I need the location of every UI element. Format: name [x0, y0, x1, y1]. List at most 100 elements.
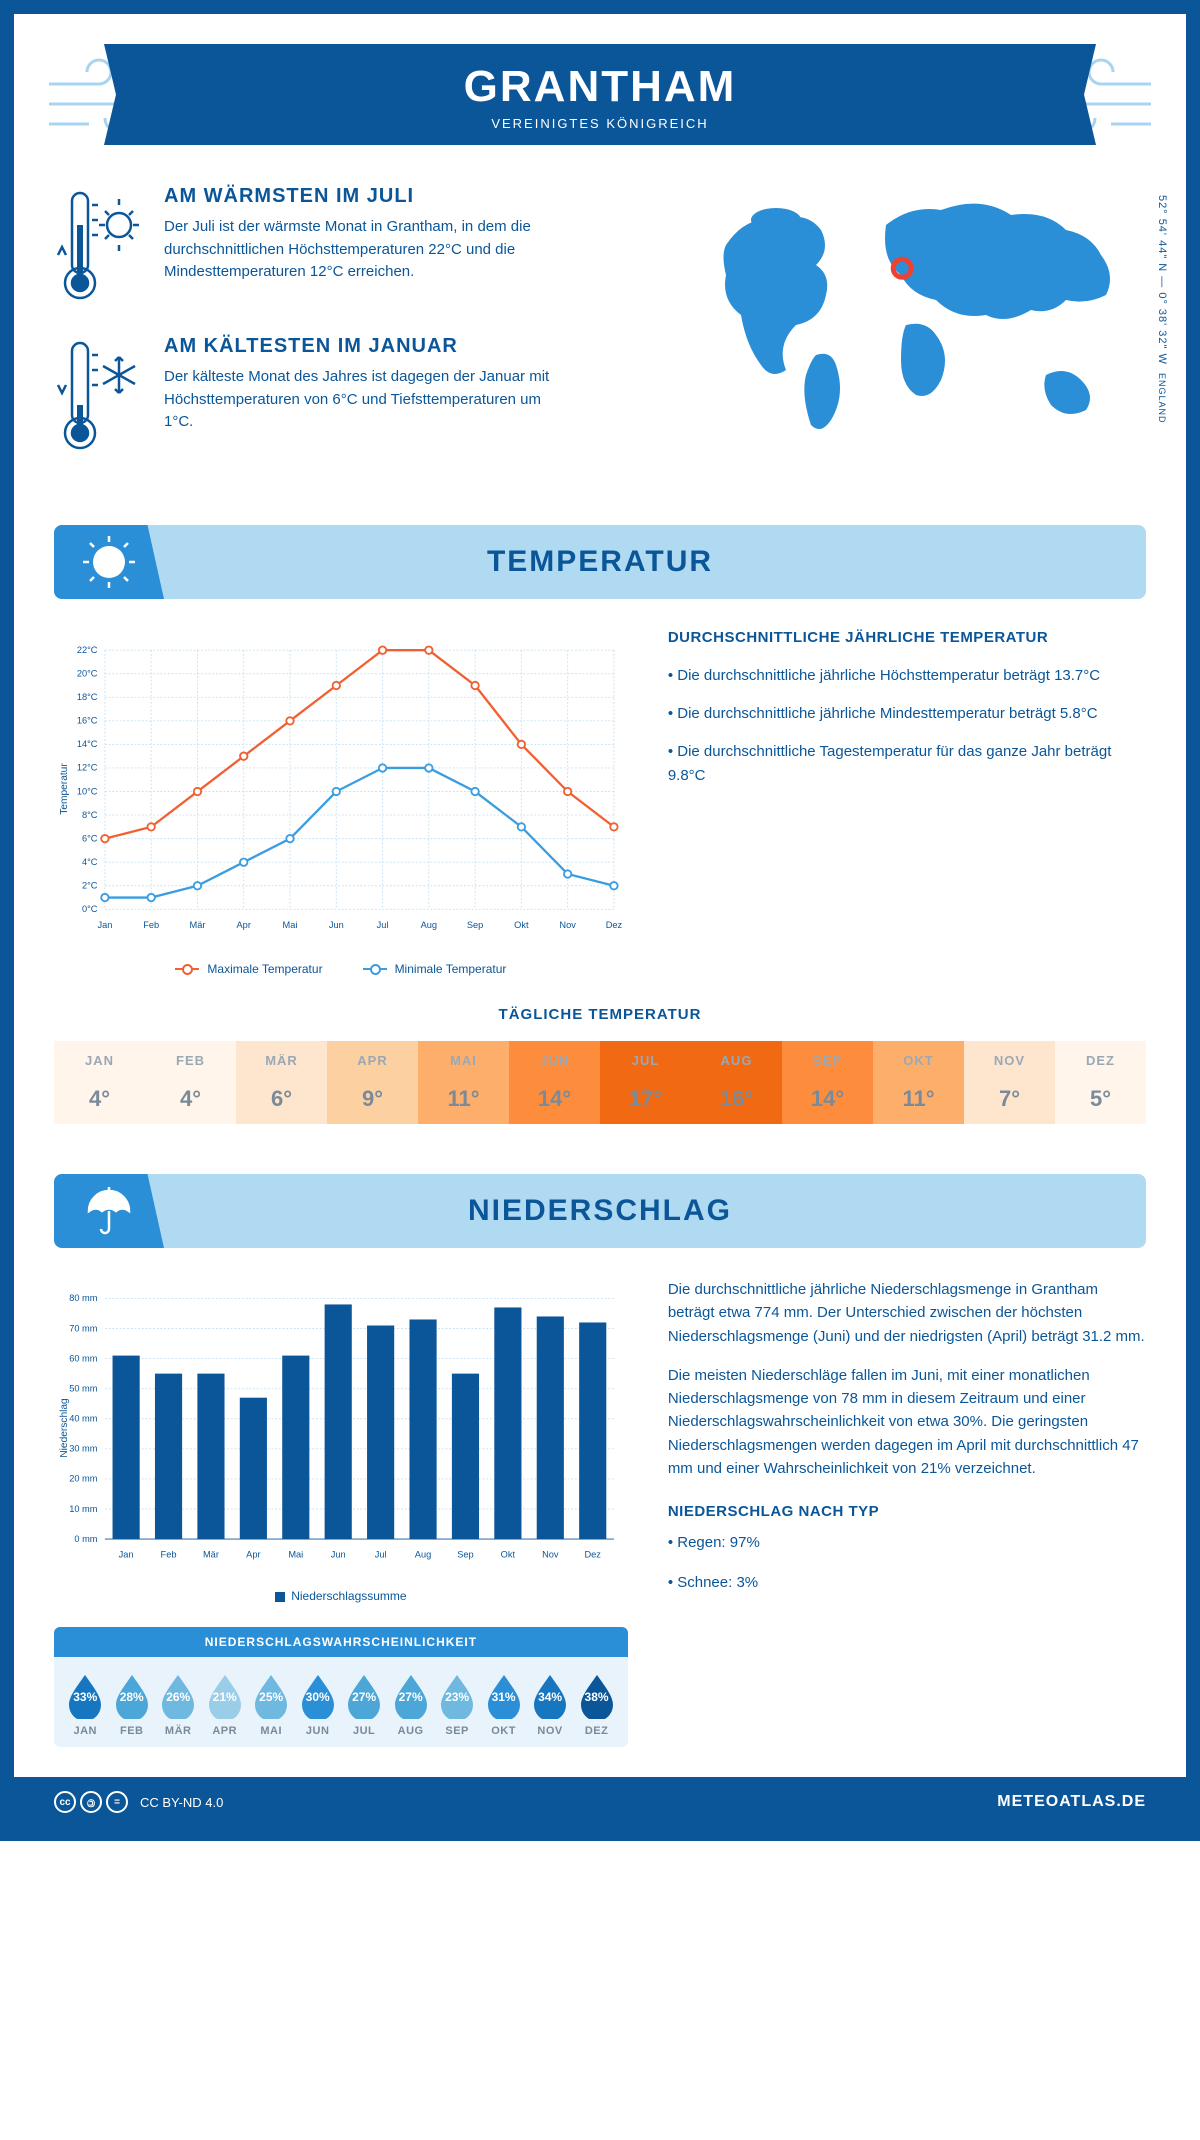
daily-temp-cell: JUN14° [509, 1041, 600, 1124]
precip-text: Die durchschnittliche jährliche Niedersc… [668, 1278, 1146, 1747]
coldest-title: AM KÄLTESTEN IM JANUAR [164, 335, 564, 358]
prob-cell: 30%JUN [294, 1671, 340, 1737]
svg-text:Mär: Mär [189, 920, 205, 930]
prob-cell: 34%NOV [527, 1671, 573, 1737]
city-name: GRANTHAM [134, 62, 1066, 112]
prob-cell: 27%JUL [341, 1671, 387, 1737]
svg-text:Dez: Dez [584, 1550, 601, 1560]
header: GRANTHAM VEREINIGTES KÖNIGREICH [54, 44, 1146, 145]
chart-legend: Maximale Temperatur Minimale Temperatur [54, 962, 628, 976]
prob-cell: 21%APR [201, 1671, 247, 1737]
daily-temp-cell: SEP14° [782, 1041, 873, 1124]
daily-temp-cell: MAI11° [418, 1041, 509, 1124]
country-name: VEREINIGTES KÖNIGREICH [134, 116, 1066, 131]
svg-text:Sep: Sep [467, 920, 483, 930]
svg-text:Temperatur: Temperatur [59, 763, 70, 815]
daily-temp-cell: DEZ5° [1055, 1041, 1146, 1124]
svg-text:22°C: 22°C [77, 645, 98, 655]
svg-text:Aug: Aug [415, 1550, 431, 1560]
svg-text:60 mm: 60 mm [69, 1353, 98, 1363]
site-name: METEOATLAS.DE [997, 1793, 1146, 1811]
world-map: 52° 54' 44" N — 0° 38' 32" W ENGLAND [686, 185, 1146, 485]
svg-text:Mai: Mai [288, 1550, 303, 1560]
svg-text:20 mm: 20 mm [69, 1474, 98, 1484]
footer: cc🄯= CC BY-ND 4.0 METEOATLAS.DE [14, 1777, 1186, 1827]
daily-temp-cell: APR9° [327, 1041, 418, 1124]
svg-text:Feb: Feb [161, 1550, 177, 1560]
precip-probability: NIEDERSCHLAGSWAHRSCHEINLICHKEIT 33%JAN28… [54, 1627, 628, 1747]
svg-text:4°C: 4°C [82, 857, 98, 867]
prob-cell: 33%JAN [62, 1671, 108, 1737]
svg-text:Jan: Jan [97, 920, 112, 930]
svg-text:80 mm: 80 mm [69, 1293, 98, 1303]
prob-cell: 38%DEZ [573, 1671, 619, 1737]
daily-temp-cell: NOV7° [964, 1041, 1055, 1124]
svg-text:10 mm: 10 mm [69, 1504, 98, 1514]
daily-temp-title: TÄGLICHE TEMPERATUR [54, 1006, 1146, 1023]
svg-text:Apr: Apr [246, 1550, 260, 1560]
temperature-line-chart: 0°C2°C4°C6°C8°C10°C12°C14°C16°C18°C20°C2… [54, 629, 628, 976]
coldest-block: AM KÄLTESTEN IM JANUAR Der kälteste Mona… [54, 335, 656, 455]
svg-text:Mär: Mär [203, 1550, 219, 1560]
temperature-stats: DURCHSCHNITTLICHE JÄHRLICHE TEMPERATUR •… [668, 629, 1146, 976]
svg-text:Aug: Aug [421, 920, 437, 930]
umbrella-icon [81, 1183, 137, 1239]
svg-text:50 mm: 50 mm [69, 1383, 98, 1393]
precip-title: NIEDERSCHLAG [468, 1194, 732, 1228]
license-text: CC BY-ND 4.0 [140, 1795, 223, 1810]
daily-temp-cell: FEB4° [145, 1041, 236, 1124]
prob-cell: 28%FEB [108, 1671, 154, 1737]
svg-text:Okt: Okt [501, 1550, 516, 1560]
temperature-section-header: TEMPERATUR [54, 525, 1146, 599]
daily-temp-grid: JAN4°FEB4°MÄR6°APR9°MAI11°JUN14°JUL17°AU… [54, 1041, 1146, 1124]
svg-text:Dez: Dez [606, 920, 623, 930]
thermometer-hot-icon [54, 185, 144, 305]
prob-cell: 26%MÄR [155, 1671, 201, 1737]
prob-cell: 25%MAI [248, 1671, 294, 1737]
svg-text:Apr: Apr [237, 920, 251, 930]
daily-temp-cell: MÄR6° [236, 1041, 327, 1124]
warmest-title: AM WÄRMSTEN IM JULI [164, 185, 564, 208]
daily-temp-cell: JUL17° [600, 1041, 691, 1124]
svg-text:Nov: Nov [559, 920, 576, 930]
svg-text:18°C: 18°C [77, 692, 98, 702]
warmest-block: AM WÄRMSTEN IM JULI Der Juli ist der wär… [54, 185, 656, 305]
prob-cell: 27%AUG [387, 1671, 433, 1737]
svg-text:10°C: 10°C [77, 786, 98, 796]
svg-text:30 mm: 30 mm [69, 1444, 98, 1454]
svg-text:0°C: 0°C [82, 904, 98, 914]
prob-cell: 31%OKT [480, 1671, 526, 1737]
precip-bar-chart: 0 mm10 mm20 mm30 mm40 mm50 mm60 mm70 mm8… [54, 1278, 628, 1603]
svg-text:Jan: Jan [119, 1550, 134, 1560]
svg-text:Nov: Nov [542, 1550, 559, 1560]
svg-text:Mai: Mai [283, 920, 298, 930]
svg-text:14°C: 14°C [77, 739, 98, 749]
svg-text:Sep: Sep [457, 1550, 473, 1560]
svg-text:Jul: Jul [377, 920, 389, 930]
svg-text:40 mm: 40 mm [69, 1414, 98, 1424]
daily-temp-cell: OKT11° [873, 1041, 964, 1124]
thermometer-cold-icon [54, 335, 144, 455]
svg-text:Niederschlag: Niederschlag [59, 1398, 70, 1457]
temperature-title: TEMPERATUR [487, 545, 713, 579]
title-ribbon: GRANTHAM VEREINIGTES KÖNIGREICH [134, 44, 1066, 145]
svg-text:0 mm: 0 mm [74, 1534, 97, 1544]
info-section: AM WÄRMSTEN IM JULI Der Juli ist der wär… [54, 185, 1146, 485]
warmest-text: Der Juli ist der wärmste Monat in Granth… [164, 216, 564, 284]
svg-text:12°C: 12°C [77, 763, 98, 773]
svg-text:16°C: 16°C [77, 716, 98, 726]
cc-icons: cc🄯= [54, 1791, 128, 1813]
svg-text:Feb: Feb [143, 920, 159, 930]
svg-text:20°C: 20°C [77, 669, 98, 679]
daily-temp-cell: AUG16° [691, 1041, 782, 1124]
svg-text:8°C: 8°C [82, 810, 98, 820]
daily-temp-cell: JAN4° [54, 1041, 145, 1124]
coordinates: 52° 54' 44" N — 0° 38' 32" W ENGLAND [1156, 195, 1168, 424]
svg-text:Jun: Jun [329, 920, 344, 930]
svg-text:Jul: Jul [375, 1550, 387, 1560]
svg-text:6°C: 6°C [82, 833, 98, 843]
sun-icon [79, 532, 139, 592]
coldest-text: Der kälteste Monat des Jahres ist dagege… [164, 366, 564, 434]
svg-text:Jun: Jun [331, 1550, 346, 1560]
svg-text:Okt: Okt [514, 920, 529, 930]
